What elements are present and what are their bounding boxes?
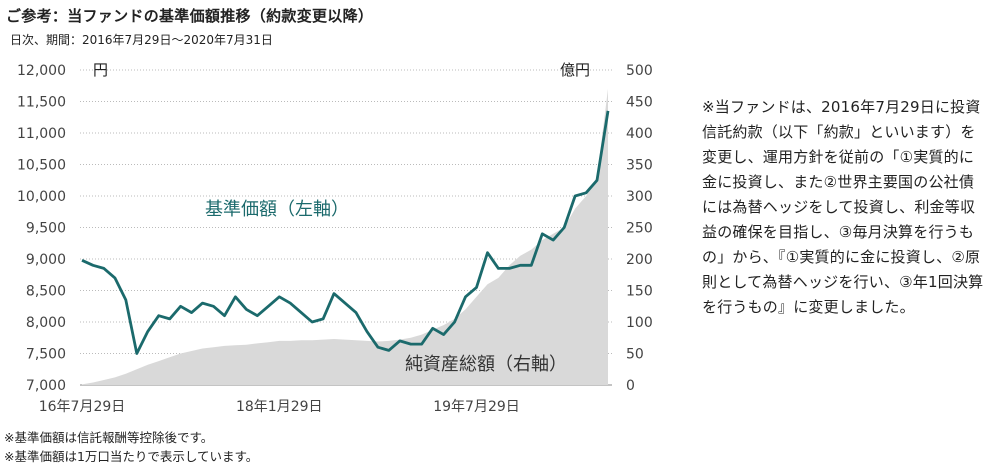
left-tick-label: 9,000 xyxy=(26,252,66,268)
chart: 7,000 7,500 8,000 8,500 9,000 9,500 10,000 10,5… xyxy=(17,61,653,415)
disclosure-note: ※当ファンドは、2016年7月29日に投資信託約款（以下「約款」といいます）を変… xyxy=(702,98,984,316)
left-tick-label: 10,000 xyxy=(17,189,66,205)
right-tick-label: 350 xyxy=(626,158,653,174)
right-axis-unit: 億円 xyxy=(560,61,590,79)
left-tick-label: 11,500 xyxy=(17,95,66,111)
right-tick-label: 0 xyxy=(626,378,635,394)
right-tick-label: 150 xyxy=(626,284,653,300)
right-tick-label: 250 xyxy=(626,221,653,237)
left-tick-label: 8,500 xyxy=(26,284,66,300)
left-tick-label: 9,500 xyxy=(26,221,66,237)
right-tick-label: 100 xyxy=(626,315,653,331)
right-tick-label: 300 xyxy=(626,189,653,205)
page-title: ご参考：当ファンドの基準価額推移（約款変更以降） xyxy=(6,7,374,25)
footnote-unit: ※基準価額は1万口当たりで表示しています。 xyxy=(4,449,259,464)
x-tick-label: 19年7月29日 xyxy=(433,399,520,415)
left-axis-unit: 円 xyxy=(93,61,108,79)
left-axis-ticks: 7,000 7,500 8,000 8,500 9,000 9,500 10,000 10,5… xyxy=(17,63,66,394)
left-tick-label: 10,500 xyxy=(17,158,66,174)
right-tick-label: 200 xyxy=(626,252,653,268)
right-tick-label: 400 xyxy=(626,126,653,142)
right-tick-label: 500 xyxy=(626,63,653,79)
left-tick-label: 8,000 xyxy=(26,315,66,331)
nav-line-path xyxy=(81,110,610,355)
nav-series-label: 基準価額（左軸） xyxy=(205,199,349,220)
nav-line xyxy=(81,110,610,355)
x-tick-label: 18年1月29日 xyxy=(236,399,323,415)
right-tick-label: 450 xyxy=(626,95,653,111)
right-axis-ticks: 0 50 100 150 200 250 300 350 400 450 500 xyxy=(626,63,653,394)
period-subtitle: 日次、期間：2016年7月29日～2020年7月31日 xyxy=(10,33,273,47)
x-axis-ticks: 16年7月29日 18年1月29日 19年7月29日 xyxy=(39,399,520,415)
footnotes: ※基準価額は信託報酬等控除後です。 ※基準価額は1万口当たりで表示しています。 xyxy=(4,428,258,466)
x-tick-label: 16年7月29日 xyxy=(39,399,126,415)
net-assets-series-label: 純資産総額（右軸） xyxy=(405,354,567,375)
net-assets-area xyxy=(82,88,608,386)
left-tick-label: 7,500 xyxy=(26,347,66,363)
left-tick-label: 12,000 xyxy=(17,63,66,79)
left-tick-label: 11,000 xyxy=(17,126,66,142)
net-assets-area-path xyxy=(82,88,608,386)
footnote-fee: ※基準価額は信託報酬等控除後です。 xyxy=(4,430,214,445)
left-tick-label: 7,000 xyxy=(26,378,66,394)
right-tick-label: 50 xyxy=(626,347,644,363)
